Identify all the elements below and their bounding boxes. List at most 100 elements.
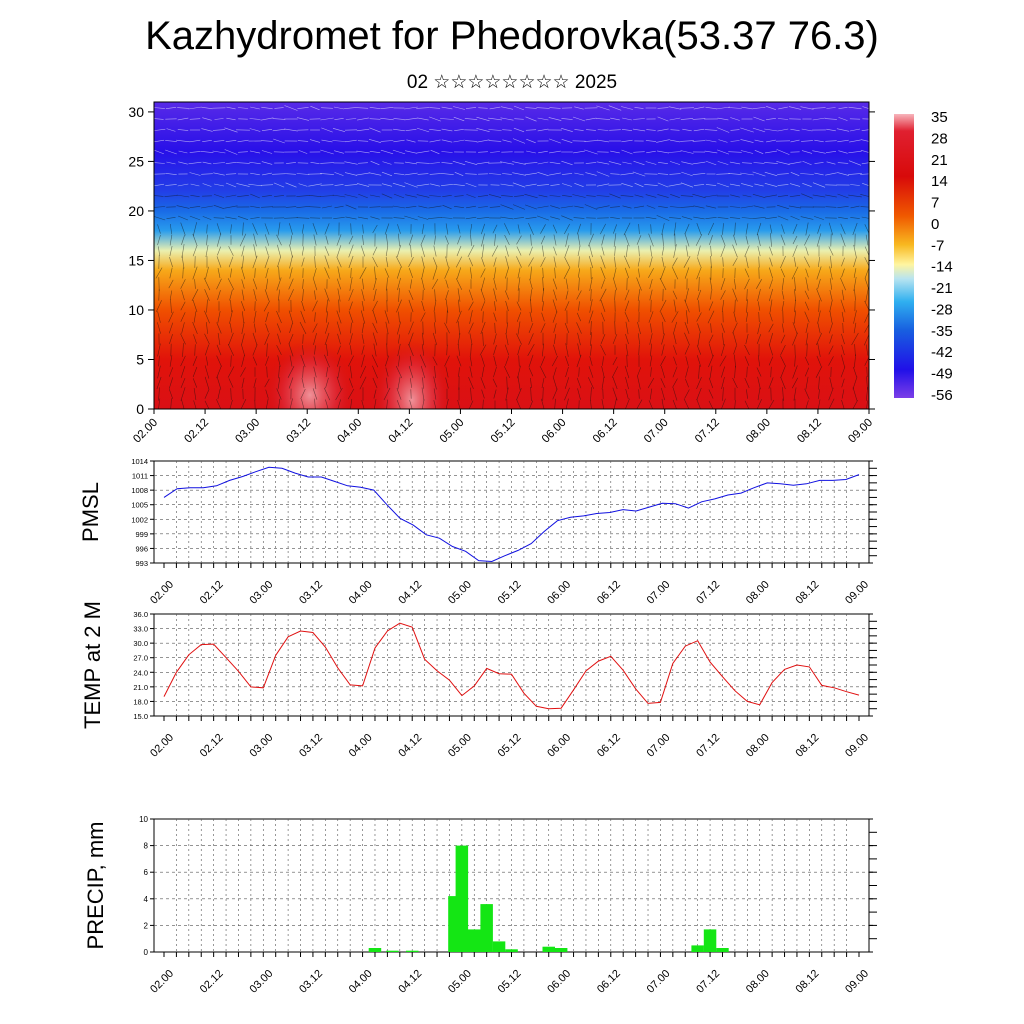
cross-section-time-tick-label: 05.12: [489, 417, 518, 446]
wind-barb: [646, 129, 656, 131]
wind-barb: [769, 344, 773, 356]
wind-barb: [864, 278, 869, 290]
wind-barb: [205, 244, 209, 258]
wind-barb: [684, 332, 690, 346]
wind-barb: [217, 311, 221, 323]
wind-barb: [817, 343, 821, 357]
wind-barb: [673, 356, 677, 366]
precip-xtick-label: 06.12: [595, 968, 623, 996]
wind-barb: [612, 356, 618, 366]
wind-barb: [672, 399, 677, 409]
wind-barb: [410, 279, 412, 289]
wind-barb: [480, 301, 486, 311]
wind-barb: [854, 354, 856, 368]
colorbar-label: -21: [931, 280, 953, 297]
wind-barb: [276, 310, 282, 324]
wind-barb: [250, 172, 260, 176]
wind-barb: [562, 195, 572, 197]
wind-barb: [744, 278, 750, 290]
wind-barb: [277, 355, 281, 367]
wind-barb: [348, 311, 354, 323]
wind-barb: [707, 222, 715, 236]
wind-barb: [502, 173, 512, 175]
wind-barb: [590, 344, 592, 356]
wind-barb: [710, 255, 712, 269]
wind-barb: [577, 233, 581, 247]
wind-barb: [372, 310, 378, 324]
wind-barb: [502, 129, 512, 131]
wind-barb: [514, 195, 524, 197]
wind-barb: [178, 150, 188, 154]
wind-barb: [361, 301, 365, 311]
wind-barb: [744, 268, 750, 278]
wind-barb: [213, 217, 225, 219]
wind-barb: [284, 105, 298, 111]
wind-barb: [588, 310, 594, 324]
wind-barb: [656, 215, 670, 221]
colorbar-label: 28: [931, 130, 948, 147]
wind-barb: [278, 266, 280, 280]
wind-barb: [753, 162, 765, 164]
wind-barb: [397, 376, 401, 390]
wind-barb: [476, 217, 490, 219]
wind-barb: [228, 246, 234, 256]
wind-barb: [638, 245, 640, 257]
wind-barb: [589, 356, 593, 366]
wind-barb: [573, 150, 585, 154]
wind-barb: [168, 377, 174, 389]
wind-barb: [202, 216, 212, 220]
precip-xtick-label: 04.00: [347, 968, 375, 996]
wind-barb: [254, 268, 256, 278]
pmsl-ytick-label: 996: [135, 544, 148, 553]
wind-barb: [225, 140, 237, 142]
wind-barb: [457, 400, 461, 409]
wind-barb: [753, 205, 765, 209]
wind-barb: [730, 129, 740, 131]
colorbar-label: 35: [931, 109, 948, 126]
wind-barb: [638, 268, 640, 278]
wind-barb: [458, 299, 460, 313]
wind-barb: [764, 150, 778, 154]
wind-barb: [421, 278, 425, 290]
colorbar-label: -35: [931, 323, 953, 340]
wind-barb: [561, 173, 573, 175]
wind-barb: [204, 333, 210, 345]
wind-barb: [408, 234, 414, 246]
wind-barb: [349, 301, 353, 311]
wind-barb: [586, 129, 596, 131]
wind-barb: [204, 344, 210, 356]
wind-barb: [228, 344, 234, 356]
wind-barb: [572, 194, 586, 198]
wind-barb: [541, 377, 545, 389]
wind-barb: [385, 256, 389, 268]
wind-barb: [506, 376, 508, 390]
wind-barb: [320, 184, 334, 186]
wind-barb: [237, 107, 249, 109]
wind-barb: [646, 150, 656, 154]
wind-barb: [237, 139, 249, 143]
wind-barb: [647, 377, 655, 389]
wind-barb: [480, 268, 486, 278]
wind-barb: [154, 195, 164, 197]
wind-barb: [434, 322, 436, 334]
wind-barb: [752, 194, 766, 198]
wind-barb: [624, 300, 630, 312]
temperature-panel: 36.033.030.027.024.021.018.015.002.00 02.…: [80, 601, 877, 760]
wind-barb: [852, 222, 858, 236]
cross-section-time-tick-label: 09.00: [846, 417, 875, 446]
wind-barb: [393, 217, 405, 219]
wind-barb: [853, 268, 857, 278]
wind-barb: [242, 222, 244, 236]
wind-barb: [525, 116, 537, 122]
pmsl-ylabel: PMSL: [78, 482, 103, 542]
wind-barb: [373, 278, 377, 290]
wind-barb: [610, 117, 620, 121]
wind-barb: [525, 129, 537, 131]
wind-barb: [683, 398, 690, 409]
wind-barb: [816, 288, 822, 302]
wind-barb: [852, 376, 858, 390]
wind-barb: [553, 323, 557, 333]
wind-barb: [241, 344, 245, 356]
wind-barb: [356, 150, 370, 154]
wind-barb: [633, 118, 645, 120]
